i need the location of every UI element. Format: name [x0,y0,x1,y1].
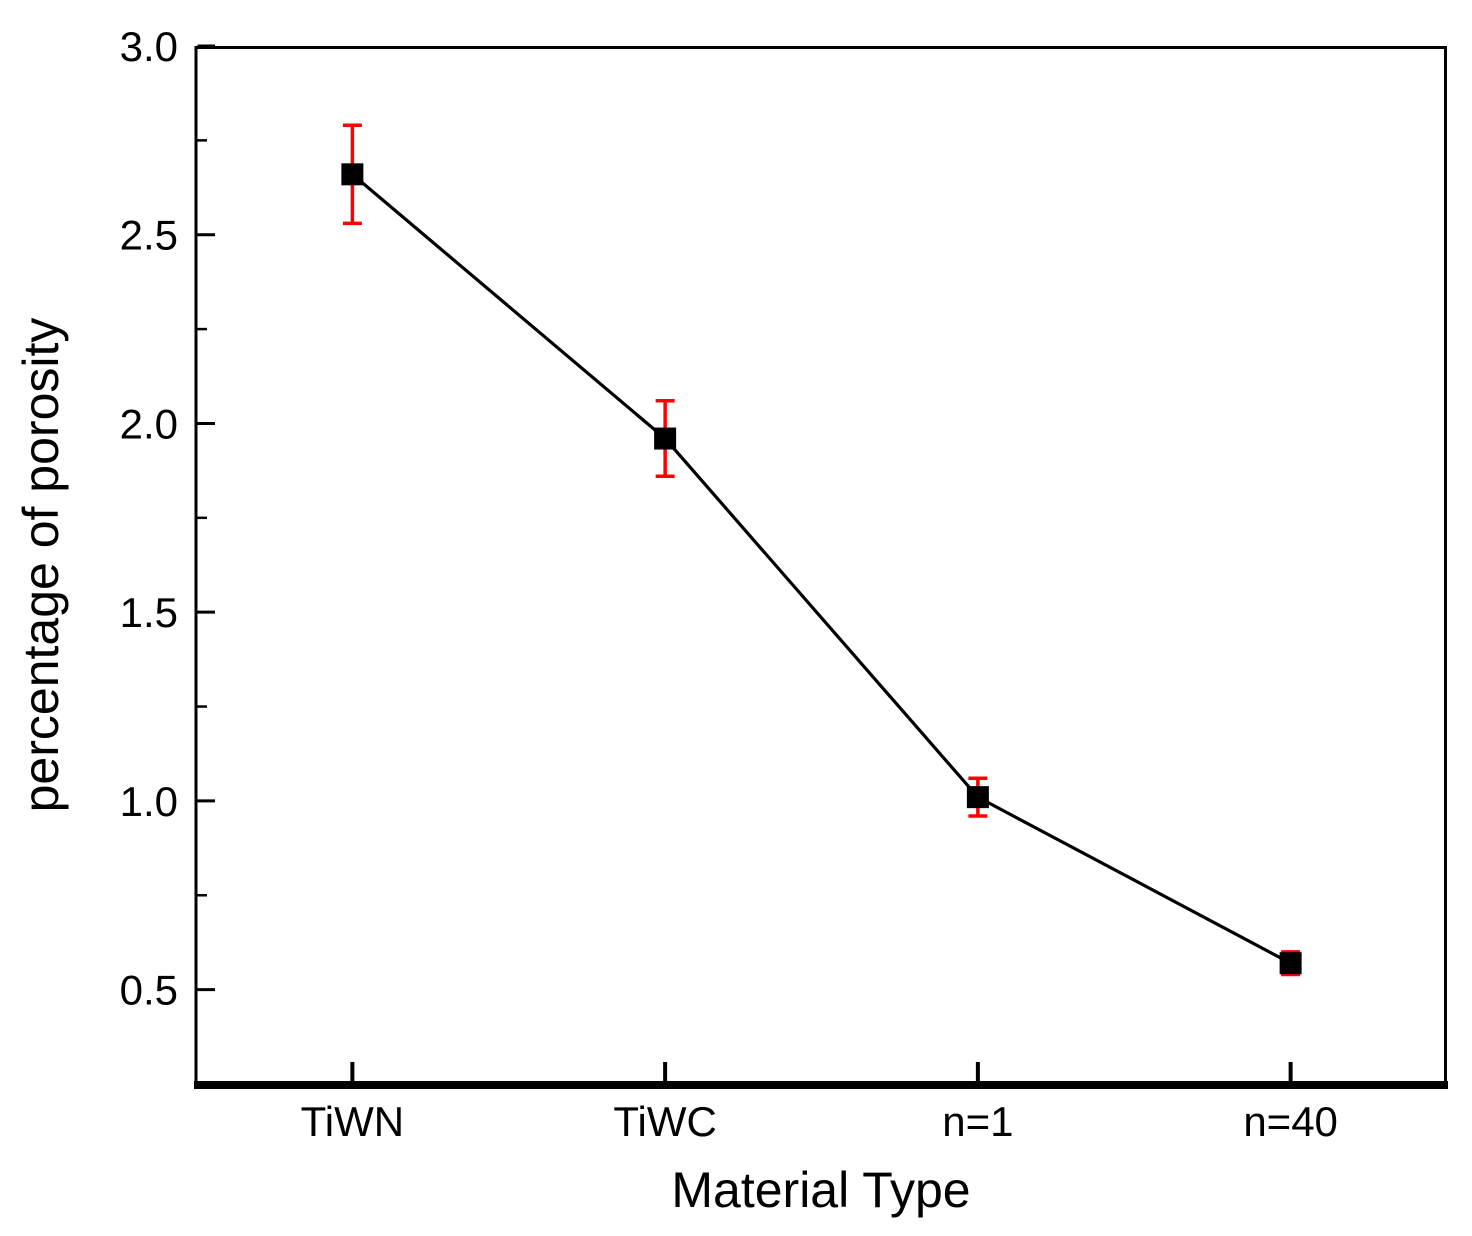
plot-area: 3.0 2.5 2.0 1.5 1.0 0.5 TiWN TiWC n=1 n=40 [120,23,1448,1145]
y-tick-label: 1.5 [120,589,178,636]
series-line [351,173,1292,965]
y-tick-label: 2.5 [120,212,178,259]
x-tick-label: TiWN [301,1098,404,1145]
x-axis-title: Material Type [671,1162,970,1218]
data-point-marker [1279,952,1302,975]
data-point-marker [966,786,989,809]
x-tick-label: n=1 [942,1098,1013,1145]
y-tick-label: 3.0 [120,23,178,70]
data-point-marker [341,163,364,186]
data-point-marker [654,427,677,450]
y-tick-label: 0.5 [120,967,178,1014]
y-axis-title: percentage of porosity [13,318,69,813]
x-tick-label: TiWC [613,1098,716,1145]
y-tick-label: 2.0 [120,400,178,447]
y-tick-label: 1.0 [120,778,178,825]
x-tick-label: n=40 [1243,1098,1338,1145]
